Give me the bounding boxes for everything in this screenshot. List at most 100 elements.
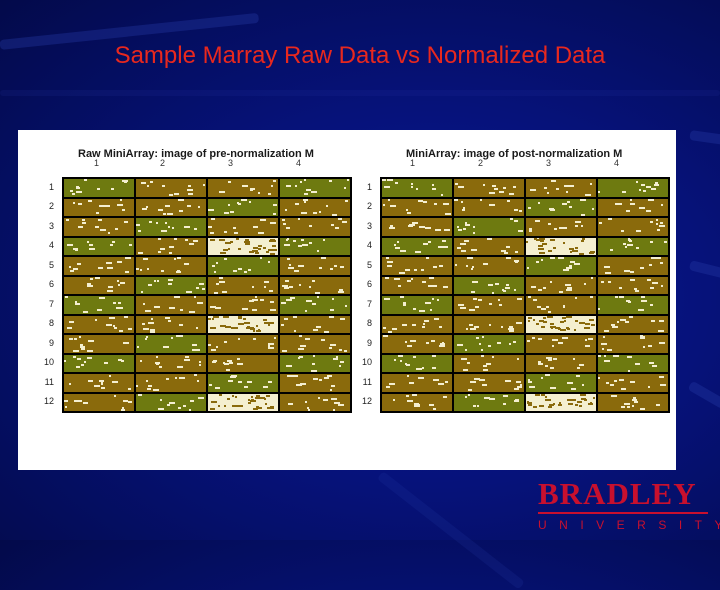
heatmap-spot [552,345,554,347]
heatmap-spot [268,381,272,383]
heatmap-spot [516,322,522,324]
heatmap-spot [550,387,556,389]
heatmap-spot [89,248,95,250]
heatmap-spot [464,240,469,242]
heatmap-spot [623,243,626,245]
heatmap-spot [124,316,128,318]
heatmap-spot [566,327,569,329]
heatmap-spot [613,355,619,357]
heatmap-spot [287,258,290,260]
heatmap-spot [426,257,429,259]
heatmap-block [280,374,350,392]
heatmap-spot [540,238,545,240]
heatmap-spot [158,209,163,211]
heatmap-block [280,257,350,275]
heatmap-spot [580,199,586,201]
column-label: 3 [228,158,233,168]
heatmap-spot [660,222,663,224]
heatmap-spot [175,377,177,379]
heatmap-spot [345,200,348,202]
heatmap-spot [562,337,568,339]
heatmap-spot [550,281,552,283]
heatmap-block [526,394,596,412]
heatmap-spot [563,242,565,244]
heatmap-spot [289,286,293,288]
heatmap-spot [468,389,472,391]
heatmap-spot [429,404,434,406]
heatmap-spot [264,322,269,324]
heatmap-spot [398,355,403,357]
heatmap-spot [228,204,230,206]
heatmap-spot [270,309,276,311]
heatmap-spot [408,225,413,227]
heatmap-spot [476,337,479,339]
heatmap-spot [184,263,189,265]
heatmap-spot [286,365,292,367]
heatmap-spot [146,206,148,208]
heatmap-spot [418,377,424,379]
heatmap-spot [213,316,219,318]
heatmap-spot [263,247,266,249]
heatmap-spot [455,264,457,266]
heatmap-spot [76,191,82,193]
heatmap-spot [212,361,216,363]
heatmap-spot [528,296,531,298]
heatmap-spot [306,300,312,302]
heatmap-spot [327,375,332,377]
heatmap-spot [625,321,629,323]
heatmap-spot [437,299,439,301]
heatmap-spot [317,296,319,298]
heatmap-spot [483,369,488,371]
heatmap-spot [567,201,570,203]
heatmap-spot [421,269,424,271]
heatmap-spot [550,323,554,325]
heatmap-spot [339,289,343,291]
heatmap-spot [76,366,80,368]
heatmap-spot [185,239,188,241]
heatmap-spot [405,269,410,271]
heatmap-block [598,257,668,275]
heatmap-spot [309,286,311,288]
heatmap-spot [545,399,551,401]
heatmap-spot [128,328,132,330]
heatmap-spot [264,398,266,400]
heatmap-spot [101,383,103,385]
heatmap-spot [465,349,467,351]
heatmap-block [598,199,668,217]
heatmap-spot [323,399,328,401]
heatmap-spot [569,265,572,267]
heatmap-spot [652,282,658,284]
heatmap-spot [575,225,578,227]
heatmap-spot [527,340,530,342]
heatmap-spot [222,291,227,293]
heatmap-spot [108,286,113,288]
heatmap-spot [626,210,630,212]
heatmap-spot [270,253,275,255]
heatmap-spot [584,283,586,285]
heatmap-spot [165,205,170,207]
heatmap-spot [154,306,160,308]
heatmap-block [136,374,206,392]
column-label: 4 [296,158,301,168]
heatmap-spot [172,227,174,229]
heatmap-spot [118,284,120,286]
heatmap-spot [301,212,307,214]
heatmap-spot [113,302,116,304]
heatmap-spot [75,303,80,305]
heatmap-spot [295,203,299,205]
heatmap-spot [319,211,321,213]
heatmap-spot [610,249,613,251]
heatmap-spot [109,375,111,377]
heatmap-block [526,355,596,373]
heatmap-spot [461,358,467,360]
heatmap-spot [505,287,510,289]
heatmap-spot [509,343,511,345]
heatmap-spot [606,382,609,384]
row-label: 6 [358,279,372,289]
heatmap-spot [284,287,289,289]
heatmap-spot [538,202,540,204]
heatmap-spot [629,316,633,318]
heatmap-spot [411,183,413,185]
heatmap-spot [270,406,274,408]
heatmap-spot [298,265,304,267]
